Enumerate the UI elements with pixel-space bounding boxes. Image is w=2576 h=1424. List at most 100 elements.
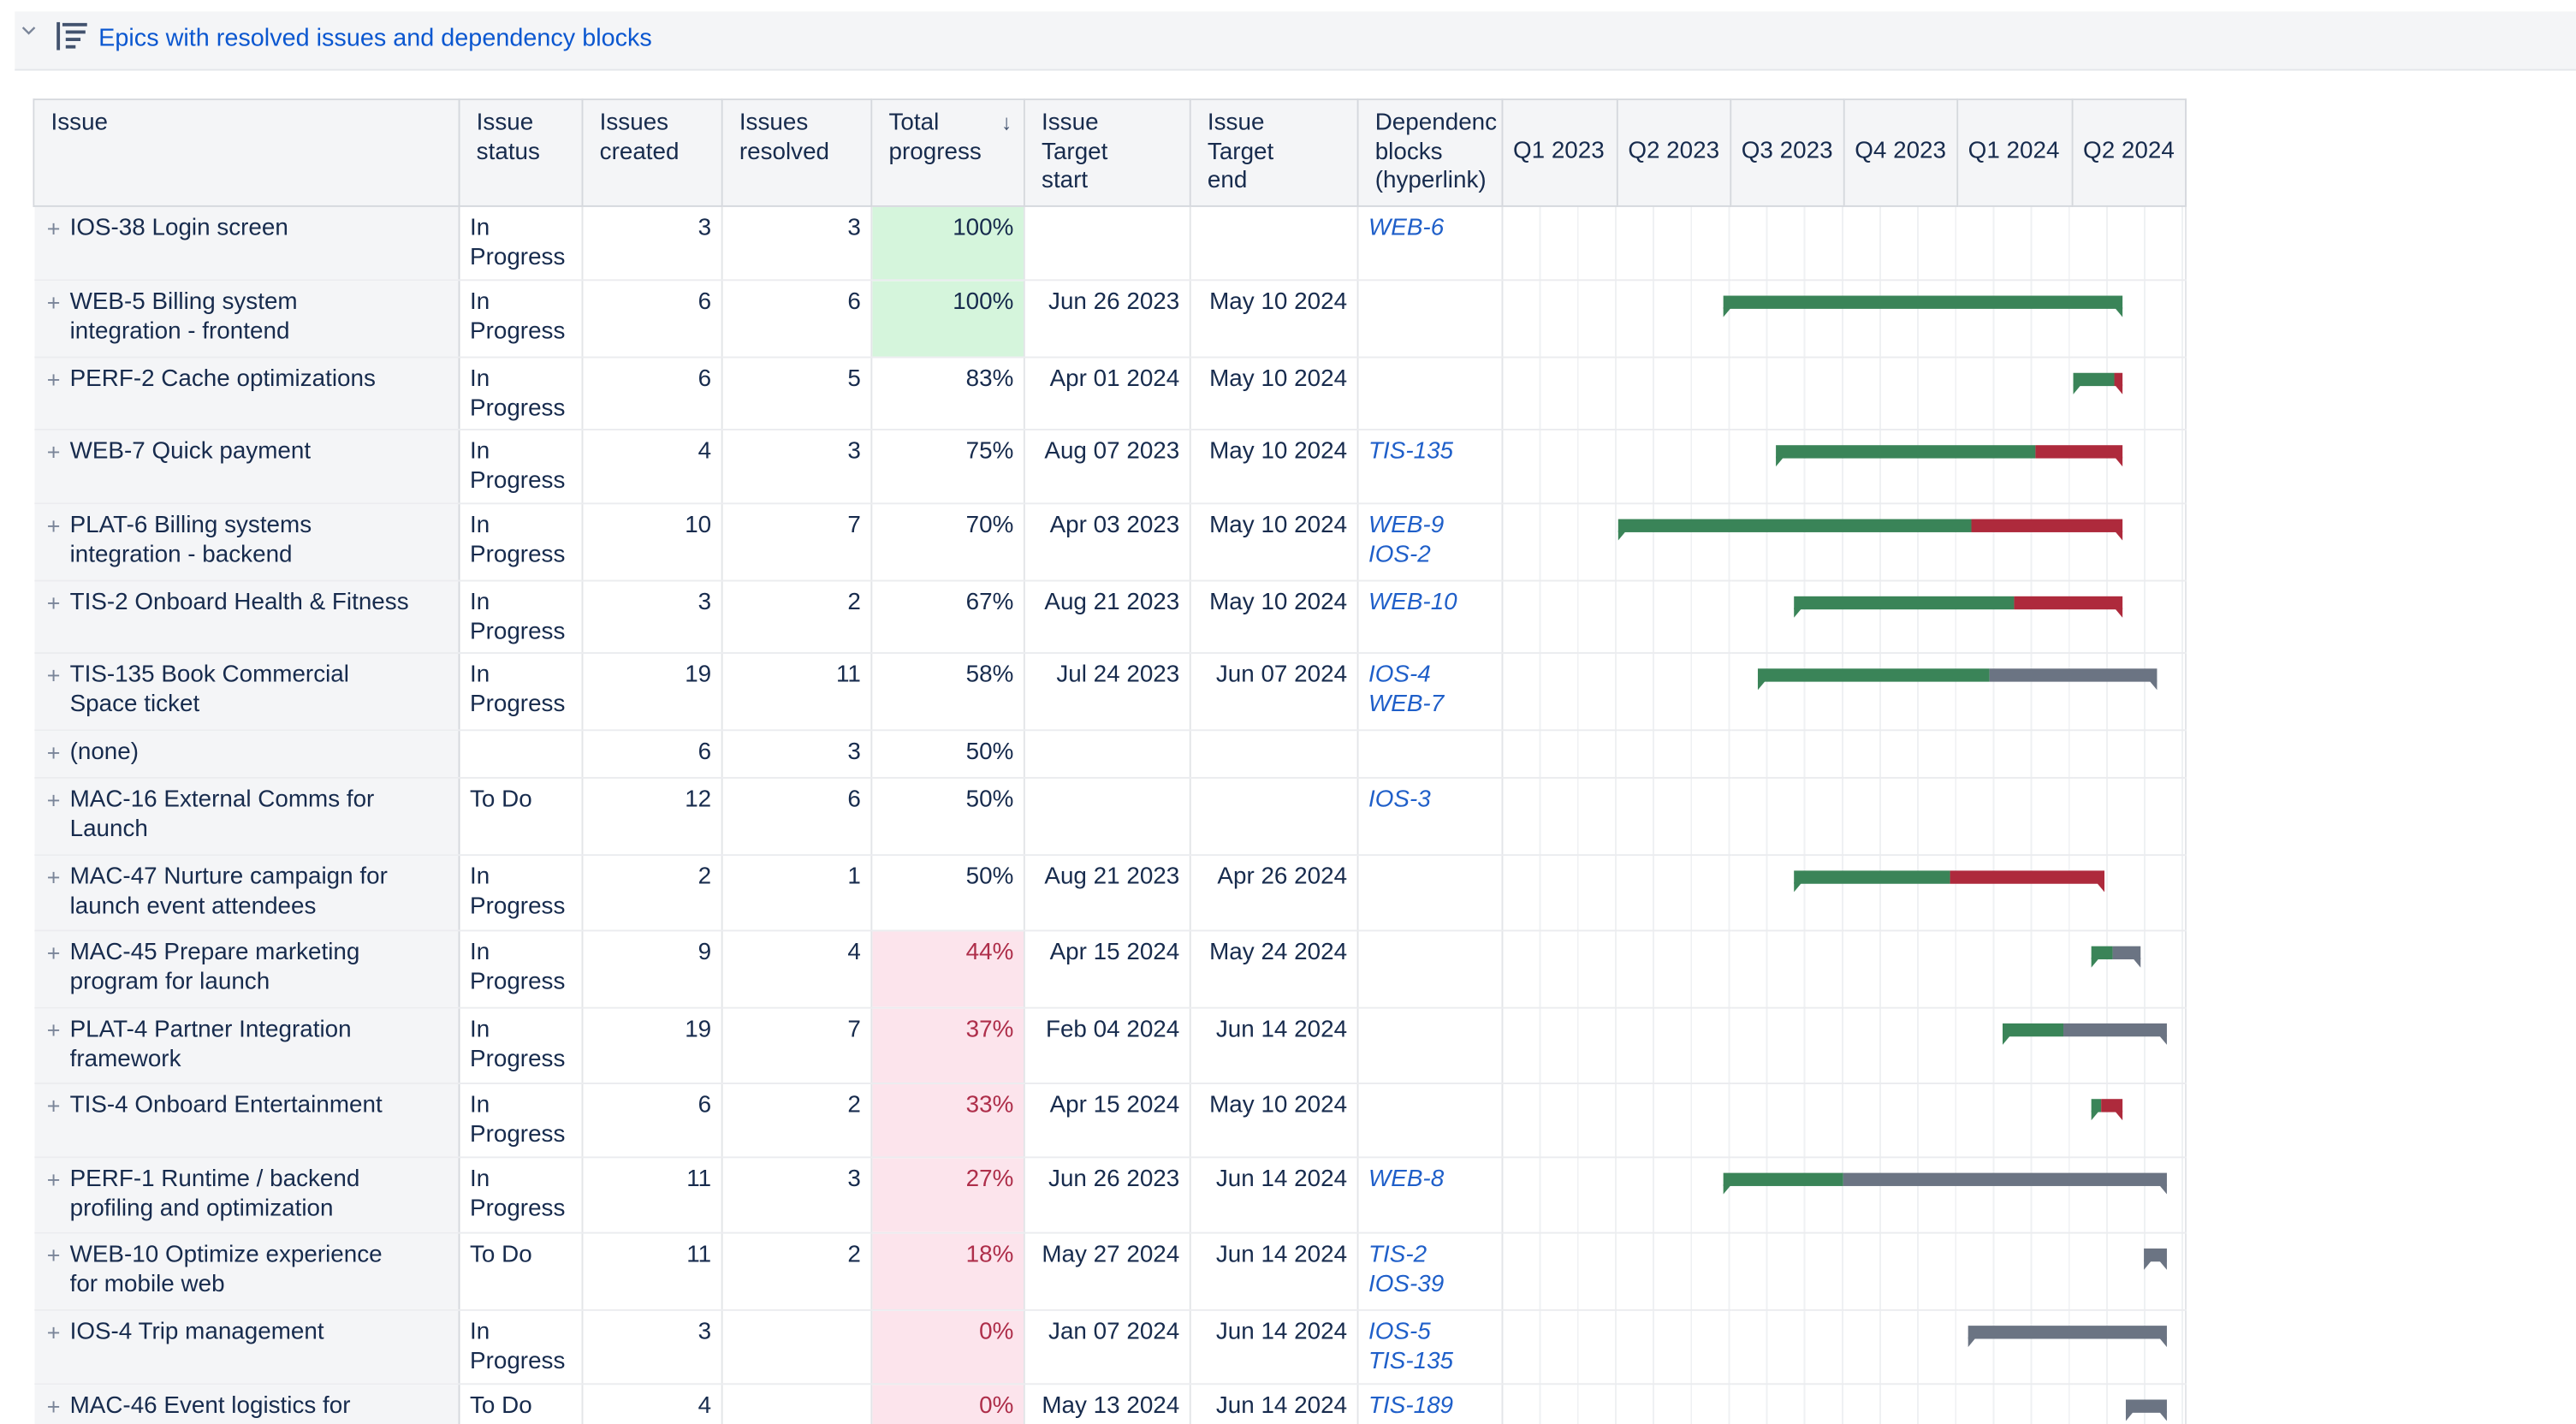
issue-title-line[interactable]: (none)	[69, 739, 139, 766]
expand-icon[interactable]: +	[46, 1017, 61, 1043]
issue-title-line[interactable]: MAC-45 Prepare marketing	[69, 940, 360, 966]
table-row[interactable]: + WEB-7 Quick payment In Progress 4 3 75% Aug 0…	[33, 429, 2187, 505]
issue-title-line[interactable]: PERF-1 Runtime / backend	[69, 1166, 360, 1193]
col-header-target-start[interactable]: Issue Target start	[1023, 98, 1191, 207]
dependency-link[interactable]: WEB-8	[1368, 1166, 1445, 1193]
table-row[interactable]: + TIS-135 Book Commercial Space ticket In Pr…	[33, 653, 2187, 732]
gantt-bar[interactable]	[2144, 1248, 2167, 1270]
issue-title-line[interactable]: launch event attendees	[69, 893, 317, 920]
issue-title-line[interactable]: WEB-5 Billing system	[69, 288, 298, 316]
table-row[interactable]: + IOS-38 Login screen In Progress 3 3 100% WEB-…	[33, 205, 2187, 282]
table-row[interactable]: + MAC-45 Prepare marketing program for lau…	[33, 930, 2187, 1009]
issue-title-line[interactable]: WEB-7 Quick payment	[69, 438, 312, 466]
expand-icon[interactable]: +	[46, 863, 61, 891]
gantt-bar[interactable]	[2091, 1099, 2123, 1121]
issue-title-line[interactable]: integration - backend	[69, 541, 293, 568]
col-header-progress[interactable]: Total progress ↓	[870, 98, 1025, 207]
issue-cell-mac-16[interactable]: + MAC-16 External Comms for Launch	[33, 777, 460, 857]
issue-title-line[interactable]: framework	[69, 1045, 181, 1072]
gantt-bar[interactable]	[1723, 1172, 2167, 1195]
issue-title-line[interactable]: PLAT-6 Billing systems	[69, 512, 312, 539]
issue-title-line[interactable]: launch event	[70, 1421, 448, 1424]
expand-icon[interactable]: +	[46, 786, 61, 814]
issue-title-line[interactable]: Launch	[69, 816, 148, 842]
dependency-link[interactable]: TIS-2	[1368, 1242, 1427, 1268]
report-title-link[interactable]: Epics with resolved issues and dependenc…	[98, 24, 652, 53]
issue-cell-web-10[interactable]: + WEB-10 Optimize experience for mobile we…	[33, 1232, 460, 1311]
issue-title-line[interactable]: IOS-38 Login screen	[69, 215, 288, 242]
issue-cell-tis-2[interactable]: + TIS-2 Onboard Health & Fitness	[33, 580, 460, 655]
col-header-created[interactable]: Issues created	[581, 98, 723, 207]
dependency-link[interactable]: IOS-3	[1368, 786, 1431, 814]
gantt-bar[interactable]	[1776, 445, 2123, 467]
expand-icon[interactable]: +	[46, 1166, 61, 1193]
expand-icon[interactable]: +	[46, 215, 61, 242]
issue-title-line[interactable]: MAC-16 External Comms for	[69, 786, 375, 814]
dependency-link[interactable]: IOS-39	[1368, 1270, 1445, 1297]
gantt-bar[interactable]	[1723, 295, 2123, 317]
issue-title-line[interactable]: profiling and optimization	[69, 1195, 334, 1222]
gantt-bar[interactable]	[1758, 668, 2158, 691]
gantt-bar[interactable]	[1793, 870, 2105, 893]
table-row[interactable]: + PLAT-6 Billing systems integration - bac…	[33, 503, 2187, 582]
expand-icon[interactable]: +	[46, 590, 61, 616]
dependency-link[interactable]: WEB-6	[1368, 215, 1445, 242]
table-row[interactable]: + (none) 6 3 50%	[33, 730, 2187, 779]
dependency-link[interactable]: TIS-135	[1368, 1348, 1454, 1374]
table-row[interactable]: + PERF-1 Runtime / backend profiling and o…	[33, 1157, 2187, 1234]
expand-icon[interactable]: +	[46, 1092, 61, 1119]
gantt-bar[interactable]	[2091, 946, 2140, 968]
col-header-status[interactable]: Issue status	[458, 98, 584, 207]
dependency-link[interactable]: WEB-7	[1368, 691, 1445, 717]
issue-cell-ios-4[interactable]: + IOS-4 Trip management	[33, 1309, 460, 1385]
expand-icon[interactable]: +	[46, 288, 61, 316]
dependency-link[interactable]: WEB-10	[1368, 590, 1457, 616]
issue-cell-tis-135[interactable]: + TIS-135 Book Commercial Space ticket	[33, 653, 460, 732]
issue-title-line[interactable]: MAC-47 Nurture campaign for	[69, 863, 388, 891]
issue-cell-perf-1[interactable]: + PERF-1 Runtime / backend profiling and o…	[33, 1157, 460, 1234]
chevron-down-icon[interactable]	[21, 23, 36, 38]
table-row[interactable]: + MAC-16 External Comms for Launch To Do 12 6…	[33, 777, 2187, 857]
col-header-resolved[interactable]: Issues resolved	[721, 98, 873, 207]
table-row[interactable]: + TIS-2 Onboard Health & Fitness In Progres…	[33, 580, 2187, 655]
issue-cell-mac-45[interactable]: + MAC-45 Prepare marketing program for lau…	[33, 930, 460, 1009]
issue-title-line[interactable]: IOS-4 Trip management	[69, 1319, 324, 1346]
issue-cell-none[interactable]: + (none)	[33, 730, 460, 779]
issue-cell-web-7[interactable]: + WEB-7 Quick payment	[33, 429, 460, 505]
issue-title-line[interactable]: program for launch	[69, 968, 270, 995]
dependency-link[interactable]: WEB-9	[1368, 512, 1445, 539]
issue-title-line[interactable]: Space ticket	[69, 691, 200, 717]
issue-title-line[interactable]: PLAT-4 Partner Integration	[69, 1017, 352, 1043]
dependency-link[interactable]: IOS-5	[1368, 1319, 1431, 1346]
issue-cell-perf-2[interactable]: + PERF-2 Cache optimizations	[33, 357, 460, 430]
table-row[interactable]: + WEB-5 Billing system integration - front…	[33, 280, 2187, 359]
issue-title-line[interactable]: PERF-2 Cache optimizations	[69, 366, 376, 393]
table-row[interactable]: + MAC-47 Nurture campaign for launch event…	[33, 855, 2187, 932]
issue-title-line[interactable]: TIS-2 Onboard Health & Fitness	[69, 590, 409, 616]
col-header-target-end[interactable]: Issue Target end	[1189, 98, 1359, 207]
issue-title-line[interactable]: MAC-46 Event logistics for	[69, 1392, 351, 1420]
issue-cell-mac-47[interactable]: + MAC-47 Nurture campaign for launch event…	[33, 855, 460, 932]
expand-icon[interactable]: +	[46, 739, 61, 766]
dependency-link[interactable]: TIS-189	[1368, 1392, 1454, 1420]
dependency-link[interactable]: IOS-2	[1368, 541, 1431, 568]
gantt-bar[interactable]	[1793, 596, 2123, 618]
issue-cell-web-5[interactable]: + WEB-5 Billing system integration - front…	[33, 280, 460, 359]
table-row[interactable]: + PLAT-4 Partner Integration framework In Pr…	[33, 1007, 2187, 1084]
dependency-link[interactable]: TIS-135	[1368, 438, 1454, 466]
col-header-issue[interactable]: Issue	[33, 98, 460, 207]
expand-icon[interactable]: +	[46, 1392, 61, 1420]
table-row[interactable]: + PERF-2 Cache optimizations In Progress 6 5 8…	[33, 357, 2187, 430]
expand-icon[interactable]: +	[46, 438, 61, 466]
expand-icon[interactable]: +	[46, 662, 61, 689]
table-row[interactable]: + IOS-4 Trip management In Progress 3 0% Jan 0…	[33, 1309, 2187, 1385]
issue-title-line[interactable]: TIS-135 Book Commercial	[69, 662, 349, 689]
issue-cell-plat-4[interactable]: + PLAT-4 Partner Integration framework	[33, 1007, 460, 1084]
issue-cell-tis-4[interactable]: + TIS-4 Onboard Entertainment	[33, 1083, 460, 1159]
expand-icon[interactable]: +	[46, 940, 61, 966]
gantt-bar[interactable]	[1968, 1326, 2167, 1348]
issue-cell-plat-6[interactable]: + PLAT-6 Billing systems integration - bac…	[33, 503, 460, 582]
issue-title-line[interactable]: for mobile web	[69, 1270, 225, 1297]
gantt-bar[interactable]	[2002, 1023, 2167, 1045]
